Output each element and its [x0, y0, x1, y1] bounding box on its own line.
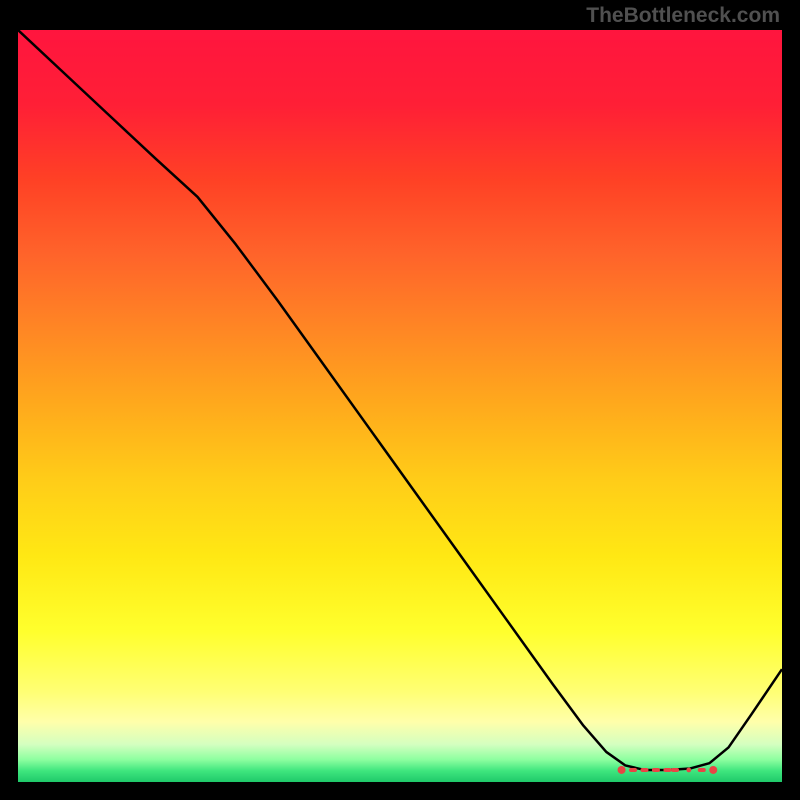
- watermark-text: TheBottleneck.com: [586, 4, 780, 28]
- marker-point: [709, 766, 717, 774]
- chart-plot: [18, 30, 782, 782]
- chart-svg: [18, 30, 782, 782]
- marker-point: [671, 768, 679, 772]
- marker-point: [652, 768, 660, 772]
- marker-point: [618, 766, 626, 774]
- marker-point: [663, 768, 671, 772]
- chart-container: TheBottleneck.com: [0, 0, 800, 800]
- marker-point: [629, 768, 637, 772]
- chart-background: [18, 30, 782, 782]
- marker-point: [698, 768, 706, 772]
- marker-point: [686, 768, 691, 773]
- marker-point: [640, 768, 648, 772]
